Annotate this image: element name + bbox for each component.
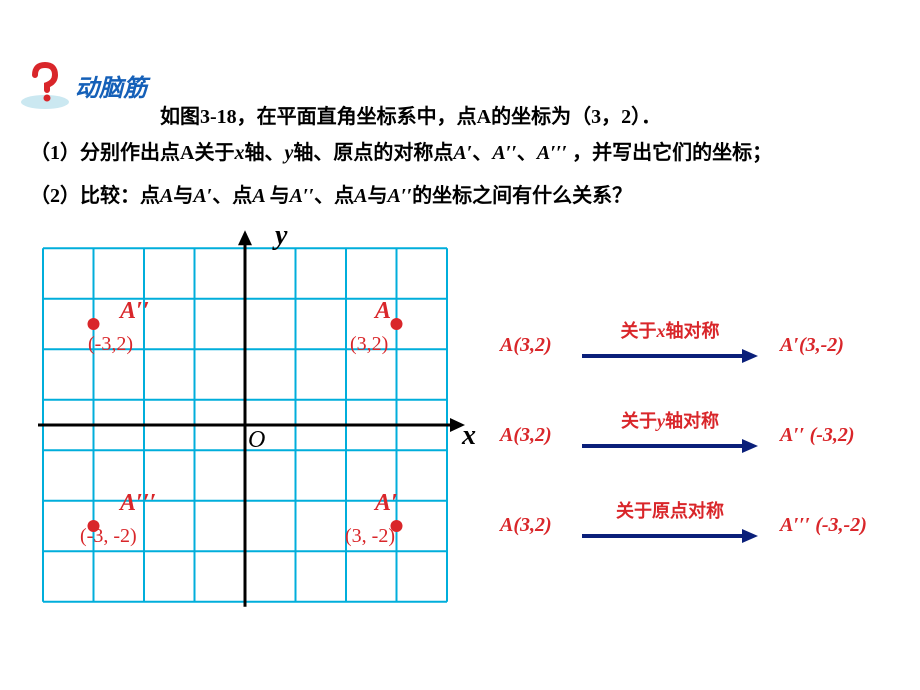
point-A1-label: A′ — [375, 490, 398, 517]
section-title: 动脑筋 — [75, 68, 147, 103]
x-axis-label: x — [462, 420, 476, 452]
arrow-icon — [580, 527, 760, 545]
symmetry-type-label: 关于y轴对称 — [621, 407, 719, 433]
arrow-container: 关于x轴对称 — [570, 325, 770, 365]
coordinate-graph: y x O A (3,2) A′′ (-3,2) A′ (3, -2) A′′′… — [30, 225, 470, 625]
symmetry-type-label: 关于x轴对称 — [621, 317, 720, 343]
intro-text: 如图3-18，在平面直角坐标系中，点A的坐标为（3，2）． — [0, 100, 920, 129]
point-A3-label: A′′′ — [120, 490, 156, 517]
symmetry-to: A′′′ (-3,-2) — [780, 514, 867, 537]
point-A-coord: (3,2) — [350, 333, 388, 356]
symmetry-row-0: A(3,2)关于x轴对称 A′(3,-2) — [500, 325, 890, 365]
symmetry-to: A′(3,-2) — [780, 334, 844, 357]
point-A2-label: A′′ — [120, 298, 150, 325]
question-1: （1）分别作出点A关于x轴、y轴、原点的对称点A′、A′′、A′′′ ，并写出它… — [0, 129, 920, 172]
y-axis-label: y — [275, 220, 287, 252]
symmetry-from: A(3,2) — [500, 424, 570, 447]
point-A3-coord: (-3, -2) — [80, 525, 137, 548]
symmetry-panel: A(3,2)关于x轴对称A′(3,-2)A(3,2)关于y轴对称A′′ (-3,… — [470, 225, 890, 625]
arrow-container: 关于原点对称 — [570, 505, 770, 545]
arrow-icon — [580, 347, 760, 365]
origin-label: O — [248, 427, 265, 454]
arrow-icon — [580, 437, 760, 455]
arrow-container: 关于y轴对称 — [570, 415, 770, 455]
point-A1-coord: (3, -2) — [345, 525, 395, 548]
symmetry-from: A(3,2) — [500, 334, 570, 357]
question-mark-icon — [20, 60, 70, 110]
symmetry-row-2: A(3,2)关于原点对称 A′′′ (-3,-2) — [500, 505, 890, 545]
point-A-label: A — [375, 298, 391, 325]
symmetry-to: A′′ (-3,2) — [780, 424, 855, 447]
symmetry-type-label: 关于原点对称 — [616, 497, 724, 523]
point-A2-coord: (-3,2) — [88, 333, 133, 356]
symmetry-from: A(3,2) — [500, 514, 570, 537]
symmetry-row-1: A(3,2)关于y轴对称 A′′ (-3,2) — [500, 415, 890, 455]
question-2: （2）比较：点A与A′、点A 与A′′、点A与A′′的坐标之间有什么关系？ — [0, 172, 920, 215]
